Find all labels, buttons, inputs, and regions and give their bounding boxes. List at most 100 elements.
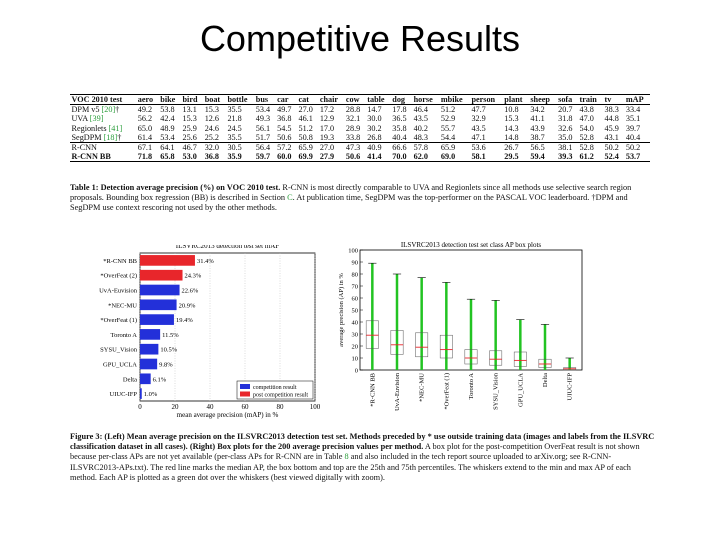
value-cell: 40.4 (625, 132, 641, 142)
value-cell: 51.2 (298, 123, 313, 133)
value-cell: 15.3 (504, 114, 519, 124)
category-label: GPU_UCLA (517, 373, 524, 407)
value-cell: 25.2 (204, 132, 220, 142)
value-cell: 53.4 (160, 132, 175, 142)
value-cell: 56.4 (255, 143, 271, 153)
bar (140, 314, 174, 325)
value-cell: 53.8 (160, 105, 175, 115)
column-header-cow: cow (345, 95, 360, 104)
value-cell: 44.8 (604, 114, 619, 124)
value-cell: 35.5 (227, 132, 242, 142)
value-cell: 25.6 (182, 132, 197, 142)
value-cell: 61.2 (579, 152, 594, 162)
value-cell: 46.1 (298, 114, 313, 124)
y-tick-label: 10 (352, 355, 359, 362)
value-cell: 66.6 (392, 143, 407, 153)
value-cell: 10.8 (504, 105, 519, 115)
citation-link[interactable]: [18] (103, 132, 118, 142)
y-tick-label: 30 (352, 331, 359, 338)
bar (140, 329, 161, 340)
value-cell: 59.7 (255, 152, 271, 162)
value-cell: 50.6 (277, 132, 292, 142)
bar (140, 269, 183, 281)
category-label: SYSU_Vision (100, 347, 138, 354)
citation-link[interactable]: [41] (108, 123, 123, 133)
results-table-container: VOC 2010 test aero bike bird boat bottle bus ca… (70, 94, 650, 162)
value-cell: 55.7 (440, 123, 456, 133)
value-cell: 65.9 (298, 143, 313, 153)
value-cell: 42.4 (160, 114, 175, 124)
value-cell: 35.8 (392, 123, 407, 133)
section-link[interactable]: C (287, 193, 293, 203)
legend-swatch (240, 391, 250, 397)
value-cell: 65.8 (160, 152, 175, 162)
value-cell: 65.9 (440, 143, 456, 153)
value-cell: 53.0 (182, 152, 197, 162)
value-cell: 12.9 (319, 114, 335, 124)
table-link[interactable]: 8 (344, 452, 349, 462)
value-cell: 14.8 (504, 132, 519, 142)
value-cell: 49.2 (137, 105, 153, 115)
y-tick-label: 50 (352, 307, 359, 314)
value-cell: 17.0 (319, 123, 335, 133)
value-cell: 39.7 (625, 123, 641, 133)
value-cell: 28.9 (345, 123, 361, 133)
legend-swatch (240, 384, 250, 389)
figure-caption-bold: (Left) Mean average precision on the ILS… (70, 432, 655, 452)
value-cell: 30.5 (227, 143, 242, 153)
value-cell: 39.3 (558, 152, 573, 162)
citation-link[interactable]: [39] (89, 114, 104, 124)
value-cell: 36.8 (277, 114, 292, 124)
value-cell: 67.1 (137, 143, 153, 153)
value-cell: 25.9 (182, 123, 197, 133)
figure-caption-text-b: and also included in the tech report sou… (70, 452, 631, 482)
value-cell: 71.8 (137, 152, 153, 162)
table-caption-text-a: R-CNN is most directly comparable to UVA… (70, 183, 632, 203)
box (390, 330, 404, 355)
method-name-cell: DPM v5 [20]† (71, 105, 120, 115)
column-header-sheep: sheep (530, 95, 550, 104)
value-label: 10.5% (160, 347, 177, 354)
value-cell: 41.1 (530, 114, 545, 124)
value-cell: 26.8 (367, 132, 382, 142)
value-cell: 46.4 (413, 105, 428, 115)
value-cell: 24.5 (227, 123, 242, 133)
value-label: 19.4% (176, 317, 193, 324)
value-cell: 64.1 (160, 143, 175, 153)
column-header-train: train (579, 95, 597, 104)
citation-link[interactable]: [20] (101, 105, 116, 115)
value-cell: 30.0 (367, 114, 382, 124)
y-tick-label: 80 (352, 271, 359, 278)
value-cell: 29.5 (504, 152, 519, 162)
method-name-cell: R-CNN (71, 143, 97, 153)
column-header-sofa: sofa (558, 95, 573, 104)
figure-caption-label: Figure 3: (70, 432, 103, 441)
value-cell: 36.8 (204, 152, 220, 162)
table-caption: Table 1: Detection average precision (%)… (70, 183, 655, 214)
y-tick-label: 100 (348, 247, 358, 254)
value-cell: 14.7 (367, 105, 382, 115)
box (415, 332, 429, 358)
value-cell: 38.1 (558, 143, 573, 153)
value-cell: 50.2 (625, 143, 641, 153)
box (464, 349, 478, 365)
value-cell: 24.6 (204, 123, 220, 133)
value-cell: 19.3 (319, 132, 335, 142)
value-cell: 35.0 (558, 132, 573, 142)
value-cell: 57.2 (277, 143, 292, 153)
value-cell: 33.4 (625, 105, 641, 115)
value-cell: 40.9 (367, 143, 382, 153)
value-label: 24.3% (185, 273, 202, 280)
table-header-row: VOC 2010 test aero bike bird boat bottle bus ca… (70, 94, 650, 105)
column-header-map: mAP (625, 95, 644, 104)
method-name-cell: SegDPM [18]† (71, 132, 122, 142)
bar (140, 343, 159, 355)
column-header-bottle: bottle (227, 95, 248, 104)
table-caption-label: Table 1: (70, 183, 99, 192)
method-name-cell: UVA [39] (71, 114, 104, 124)
figure-caption: Figure 3: (Left) Mean average precision … (70, 432, 655, 483)
bar (140, 358, 158, 370)
value-cell: 53.4 (255, 105, 271, 115)
box (439, 334, 453, 359)
table-body: DPM v5 [20]† 49.2 53.8 13.1 15.3 35.5 53.4 49.7… (70, 105, 650, 162)
